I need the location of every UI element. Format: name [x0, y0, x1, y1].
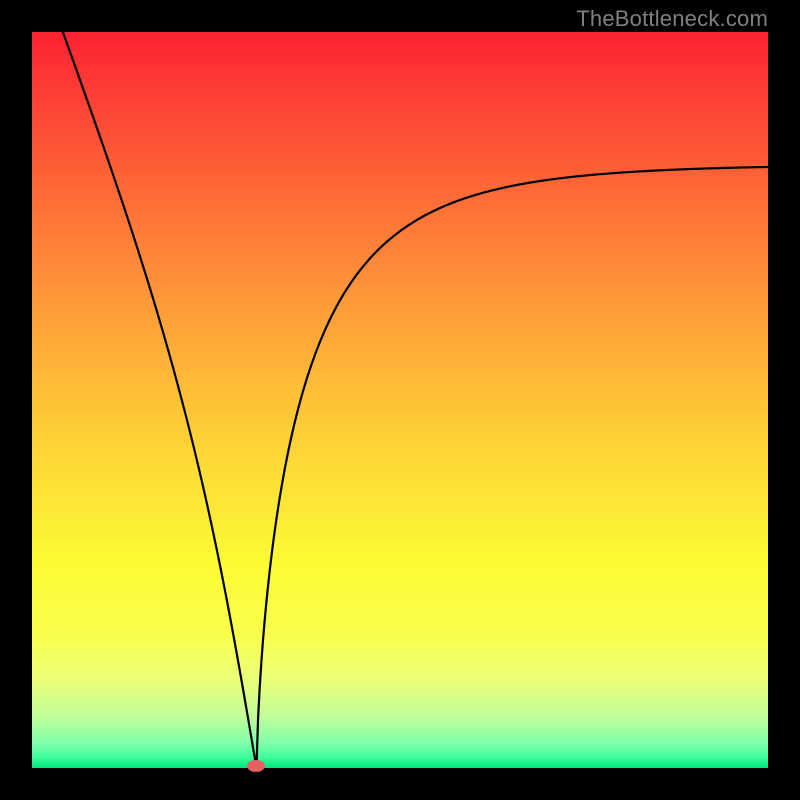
- min-point-marker: [247, 760, 265, 772]
- chart-frame: TheBottleneck.com: [0, 0, 800, 800]
- gradient-plot-area: [32, 32, 768, 768]
- watermark-text: TheBottleneck.com: [576, 6, 768, 32]
